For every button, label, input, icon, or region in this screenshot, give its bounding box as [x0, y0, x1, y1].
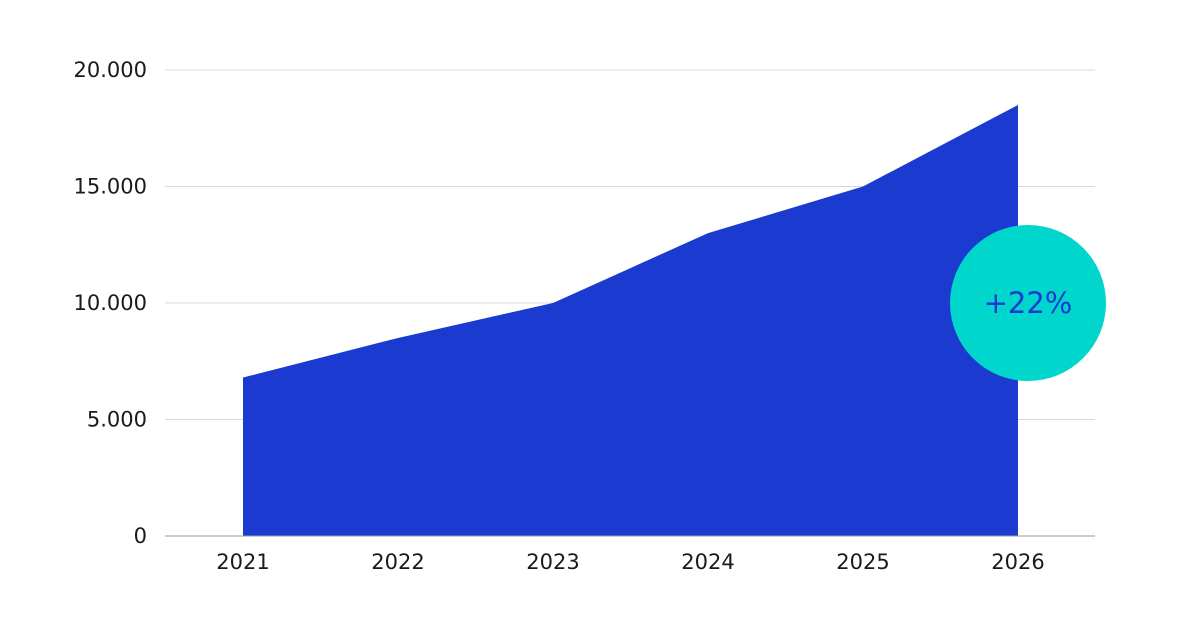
- series-area-group: [243, 104, 1018, 536]
- y-tick-label: 5.000: [87, 408, 147, 432]
- y-axis-tick-labels: 0 5.000 10.000 15.000 20.000: [74, 58, 147, 548]
- y-tick-label: 20.000: [74, 58, 147, 82]
- series-area: [243, 104, 1018, 536]
- y-tick-label: 0: [134, 524, 147, 548]
- x-tick-label: 2022: [371, 550, 424, 574]
- x-axis-tick-labels: 2021 2022 2023 2024 2025 2026: [216, 550, 1044, 574]
- x-tick-label: 2023: [526, 550, 579, 574]
- x-tick-label: 2025: [836, 550, 889, 574]
- x-tick-label: 2021: [216, 550, 269, 574]
- y-tick-label: 10.000: [74, 291, 147, 315]
- x-tick-label: 2024: [681, 550, 734, 574]
- growth-badge-label: +22%: [984, 286, 1073, 320]
- y-tick-label: 15.000: [74, 175, 147, 199]
- x-tick-label: 2026: [991, 550, 1044, 574]
- growth-badge: +22%: [950, 225, 1106, 381]
- growth-badge-circle: [950, 225, 1106, 381]
